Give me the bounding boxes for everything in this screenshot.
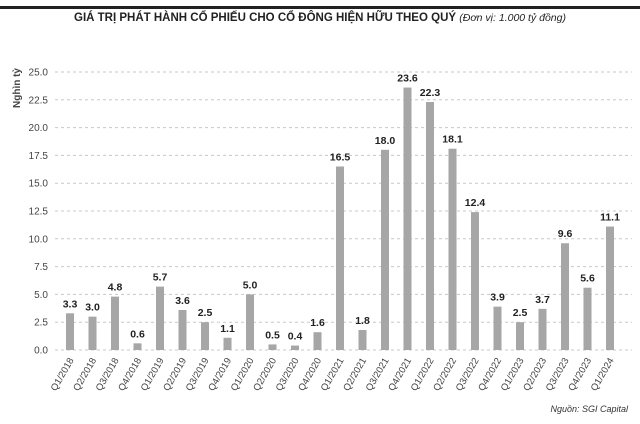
y-axis-label: Nghìn tỷ	[12, 68, 23, 108]
data-label: 1.6	[310, 317, 325, 329]
y-tick-label: 2.5	[34, 318, 48, 329]
bar	[538, 308, 547, 350]
bar	[471, 212, 479, 350]
data-label: 4.8	[108, 282, 123, 294]
unit-subtitle: (Đơn vị: 1.000 tỷ đồng)	[459, 12, 566, 24]
bar	[88, 316, 97, 350]
data-label: 22.3	[420, 87, 441, 99]
bar	[426, 102, 434, 350]
bar	[606, 226, 614, 350]
chart-title: GIÁ TRỊ PHÁT HÀNH CỔ PHIẾU CHO CỔ ĐÔNG H…	[0, 12, 640, 24]
data-label: 23.6	[397, 73, 418, 85]
bar	[583, 287, 592, 350]
y-tick-label: 17.5	[29, 151, 49, 162]
data-label: 9.6	[558, 228, 573, 240]
data-label: 1.8	[355, 315, 370, 327]
data-label: 3.9	[490, 292, 505, 304]
y-tick-label: 25.0	[29, 68, 49, 79]
data-label: 3.7	[535, 294, 550, 306]
bar	[268, 344, 277, 350]
bar	[516, 322, 524, 350]
y-tick-label: 0.0	[34, 346, 48, 357]
data-label: 3.0	[85, 302, 100, 314]
y-tick-label: 12.5	[29, 207, 49, 218]
data-label: 3.6	[175, 295, 190, 307]
data-label: 0.5	[265, 329, 280, 341]
bar	[178, 309, 187, 350]
data-label: 2.5	[513, 307, 528, 319]
data-label: 5.7	[153, 272, 168, 284]
data-label: 2.5	[198, 307, 213, 319]
bar	[336, 166, 344, 350]
y-tick-label: 22.5	[29, 95, 49, 106]
bar	[358, 329, 367, 350]
y-tick-label: 10.0	[29, 234, 49, 245]
bar	[246, 294, 254, 350]
bar	[133, 343, 142, 350]
y-tick-label: 20.0	[29, 123, 49, 134]
bar	[201, 322, 209, 350]
bar	[448, 148, 457, 350]
data-label: 18.1	[442, 134, 463, 146]
data-label: 18.0	[375, 135, 396, 147]
bar	[313, 332, 322, 350]
bar	[223, 337, 232, 350]
bar	[156, 286, 164, 350]
data-label: 12.4	[465, 197, 486, 209]
title-text: GIÁ TRỊ PHÁT HÀNH CỔ PHIẾU CHO CỔ ĐÔNG H…	[74, 12, 457, 24]
top-rule	[0, 6, 640, 9]
bar	[66, 313, 74, 350]
data-label: 16.5	[330, 152, 351, 164]
data-label: 5.6	[580, 273, 595, 285]
source-note: Nguồn: SGI Capital	[550, 404, 628, 414]
data-label: 3.3	[63, 298, 78, 310]
bar	[111, 296, 119, 350]
data-label: 11.1	[600, 212, 620, 224]
data-label: 0.4	[288, 331, 303, 343]
data-label: 0.6	[130, 328, 145, 340]
bar	[381, 149, 389, 350]
data-label: 5.0	[243, 279, 258, 291]
bar	[561, 243, 569, 350]
bar	[403, 87, 412, 351]
bar	[493, 306, 502, 350]
y-tick-label: 7.5	[34, 262, 48, 273]
bar	[291, 345, 299, 350]
y-tick-label: 5.0	[34, 290, 48, 301]
data-label: 1.1	[220, 323, 235, 335]
y-tick-label: 15.0	[29, 179, 49, 190]
